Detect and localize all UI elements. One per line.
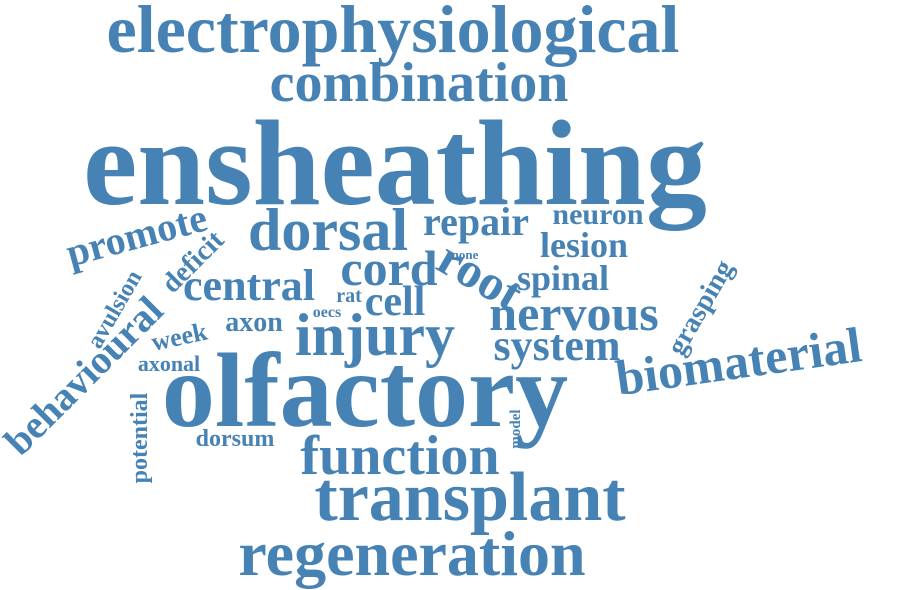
word-olfactory: olfactory (162, 332, 568, 449)
word-regeneration: regeneration (238, 518, 585, 589)
word-dorsum: dorsum (196, 426, 275, 452)
word-transplant: transplant (314, 459, 625, 536)
word-axonal: axonal (138, 351, 200, 376)
word-central: central (183, 261, 315, 310)
word-cell: cell (365, 279, 426, 325)
word-system: system (493, 321, 620, 370)
word-oecs: oecs (313, 304, 341, 321)
word-nervous: nervous (489, 285, 658, 341)
word-spinal: spinal (517, 258, 609, 298)
word-none: none (452, 247, 479, 262)
word-axon: axon (225, 307, 283, 338)
word-function: function (300, 425, 499, 487)
word-ensheathing: ensheathing (83, 96, 707, 231)
word-electrophysiological: electrophysiological (107, 0, 680, 67)
word-neuron: neuron (552, 198, 643, 231)
word-cord: cord (340, 240, 437, 296)
word-potential: potential (127, 392, 153, 483)
word-rat: rat (336, 285, 362, 307)
word-dorsal: dorsal (248, 197, 408, 263)
word-repair: repair (423, 199, 529, 244)
word-model: model (508, 409, 524, 448)
word-injury: injury (295, 302, 455, 368)
word-lesion: lesion (540, 225, 628, 265)
word-combination: combination (270, 52, 569, 114)
